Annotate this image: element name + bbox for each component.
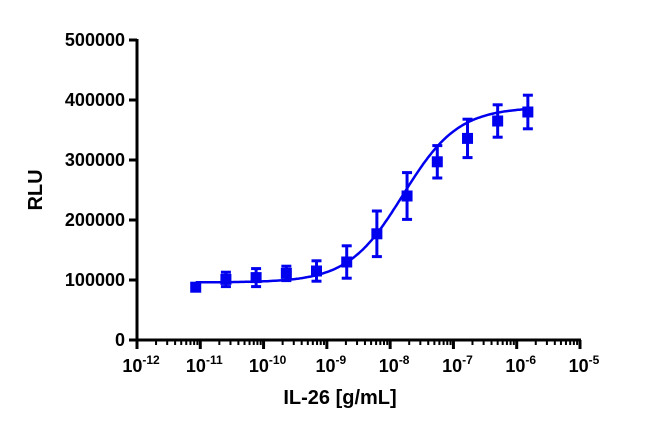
fit-curve [195, 107, 529, 284]
point-marker [280, 267, 292, 279]
point-marker [401, 190, 413, 202]
y-tick-label: 300000 [65, 150, 125, 170]
x-tick-label: 10-12 [122, 353, 160, 376]
data-point [250, 267, 262, 289]
data-point [190, 281, 202, 293]
point-marker [220, 273, 232, 285]
x-tick-label: 10-6 [505, 353, 536, 376]
data-point [371, 209, 383, 259]
data-points [190, 93, 534, 293]
y-tick-label: 400000 [65, 90, 125, 110]
point-marker [341, 256, 353, 268]
point-marker [492, 115, 504, 127]
x-tick-label: 10-5 [569, 353, 600, 376]
x-axis-label: IL-26 [g/mL] [283, 387, 396, 409]
data-point [431, 144, 443, 180]
y-axis-label: RLU [25, 169, 47, 210]
data-point [492, 103, 504, 139]
x-tick-label: 10-7 [442, 353, 473, 376]
x-tick-labels: 10-12 10-11 10-10 10-9 10-8 10-7 10-6 10-5 [122, 353, 599, 376]
data-point [280, 264, 292, 283]
y-tick-label: 200000 [65, 210, 125, 230]
point-marker [522, 106, 534, 118]
data-point [522, 93, 534, 131]
x-tick-label: 10-9 [316, 353, 347, 376]
point-marker [310, 265, 322, 277]
point-marker [371, 228, 383, 240]
y-tick-label: 100000 [65, 270, 125, 290]
point-marker [190, 281, 202, 293]
point-marker [462, 132, 474, 144]
x-tick-label: 10-11 [186, 353, 223, 376]
y-tick-label: 0 [115, 330, 125, 350]
axes [129, 38, 582, 349]
point-marker [250, 272, 262, 284]
data-point [220, 270, 232, 289]
data-point [401, 171, 413, 221]
x-tick-label: 10-8 [379, 353, 410, 376]
y-tick-labels: 0 100000 200000 300000 400000 500000 [65, 30, 125, 350]
data-point [310, 259, 322, 283]
point-marker [431, 156, 443, 168]
data-point [341, 244, 353, 280]
data-point [462, 117, 474, 160]
x-tick-label: 10-10 [249, 353, 287, 376]
y-tick-label: 500000 [65, 30, 125, 50]
